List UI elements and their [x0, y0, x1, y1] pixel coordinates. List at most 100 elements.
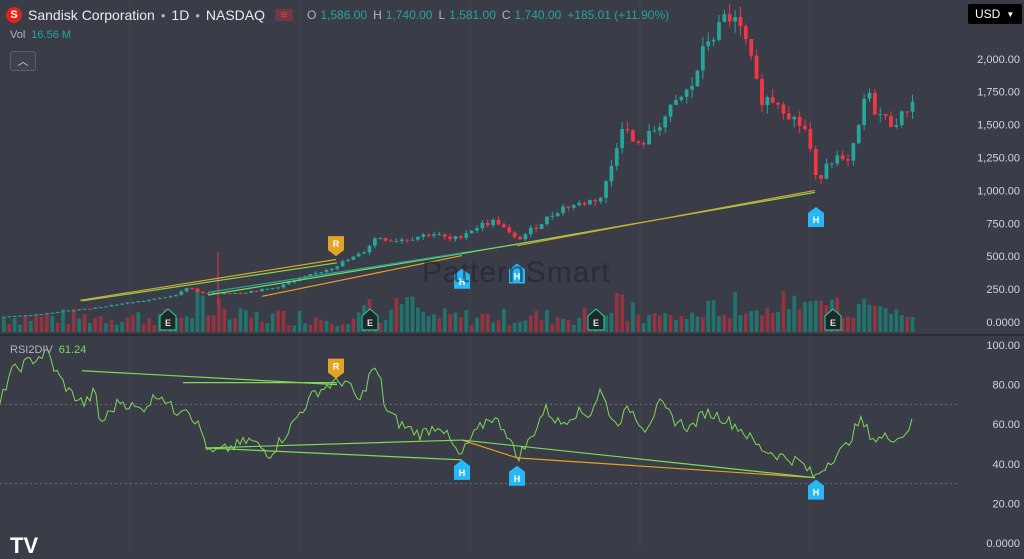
candle-body — [238, 293, 243, 295]
volume-bar — [684, 318, 689, 332]
candle-body — [803, 125, 807, 129]
close-value: 1,740.00 — [514, 8, 562, 22]
earnings-marker: E — [361, 308, 379, 331]
currency-selector[interactable]: USD ▼ — [968, 4, 1022, 24]
rsi-legend[interactable]: RSI2DIV 61.24 — [10, 344, 86, 356]
earnings-icon — [824, 308, 842, 331]
volume-bar — [308, 325, 313, 332]
volume-bar — [233, 318, 237, 332]
candle-body — [362, 252, 366, 254]
volume-bar — [71, 308, 76, 332]
candle-body — [593, 200, 598, 202]
volume-bar — [679, 315, 684, 332]
volume-bar — [389, 309, 393, 332]
volume-bar — [66, 323, 71, 332]
tradingview-logo[interactable]: TV — [10, 533, 39, 558]
volume-bar — [700, 317, 705, 332]
candle-body — [641, 142, 646, 145]
candle-body — [614, 148, 619, 166]
candle-body — [485, 222, 490, 226]
rsi-reference-lines — [0, 403, 960, 485]
volume-bar — [727, 318, 732, 332]
volume-bar — [286, 325, 291, 332]
candle-body — [851, 143, 856, 161]
volume-bar — [34, 314, 39, 332]
volume-bar — [899, 315, 904, 332]
volume-bar — [415, 307, 420, 332]
candle-body — [131, 302, 135, 304]
volume-bar — [604, 315, 608, 332]
candle-body — [93, 307, 98, 309]
candle-body — [555, 213, 560, 216]
rsi-divergence-line — [516, 457, 816, 479]
candle-body — [528, 227, 533, 235]
volume-bar — [883, 308, 888, 332]
volume-bar — [211, 315, 216, 332]
candle-body — [872, 92, 877, 115]
volume-bar — [797, 309, 802, 332]
interval[interactable]: 1D — [171, 7, 190, 23]
volume-bar — [781, 291, 786, 332]
price-axis[interactable]: 2,000.00 1,750.00 1,500.00 1,250.00 1,000.00… — [977, 54, 1020, 329]
volume-bar — [437, 318, 442, 332]
volume-bar — [867, 304, 872, 332]
low-value: 1,581.00 — [449, 8, 496, 22]
volume-bar — [329, 323, 334, 332]
volume-bar — [18, 324, 22, 332]
volume-bar — [738, 315, 743, 332]
volume-bar — [872, 305, 877, 332]
volume-bar — [313, 317, 318, 332]
close-label: C — [501, 8, 511, 22]
candle-body — [442, 234, 447, 237]
bullish-signal: H — [808, 479, 824, 500]
candle-body — [733, 16, 737, 22]
volume-bar — [426, 316, 431, 332]
candle-body — [883, 114, 888, 117]
volume-bar — [545, 309, 549, 332]
candle-body — [711, 39, 716, 42]
price-tick-label: 500.00 — [986, 251, 1020, 263]
volume-legend[interactable]: Vol 16.56 M — [10, 29, 71, 41]
volume-bar — [50, 315, 55, 332]
volume-bar — [184, 316, 189, 332]
candle-body — [700, 46, 705, 71]
candle-body — [39, 314, 44, 316]
rsi-signals[interactable]: R H H H — [328, 358, 824, 500]
candle-body — [770, 97, 775, 103]
signal-label: H — [514, 272, 521, 282]
candle-body — [389, 240, 393, 242]
market-status-icon[interactable]: ≋ — [275, 9, 294, 21]
volume-bar — [217, 298, 221, 332]
candle-body — [679, 96, 684, 100]
earnings-marker: E — [824, 308, 842, 331]
price-signals[interactable]: H H H R — [328, 206, 824, 289]
earnings-icon — [361, 308, 379, 331]
signal-shape — [454, 459, 470, 480]
candle-body — [50, 312, 55, 314]
candle-body — [566, 206, 571, 208]
signal-shape — [808, 206, 824, 227]
symbol-name[interactable]: Sandisk Corporation — [28, 7, 155, 23]
volume-bar — [324, 320, 329, 332]
candle-body — [7, 316, 12, 318]
volume-bar — [582, 307, 587, 332]
volume-bar — [502, 308, 506, 332]
rsi-axis[interactable]: 100.00 80.00 60.00 40.00 20.00 0.0000 — [986, 340, 1020, 550]
candle-body — [469, 230, 474, 234]
candle-body — [184, 288, 189, 292]
candle-body — [426, 234, 431, 236]
volume-bar — [620, 294, 625, 332]
volume-bar — [152, 325, 157, 332]
candle-body — [415, 236, 420, 240]
volume-bar — [862, 298, 866, 332]
signal-label: H — [514, 474, 521, 484]
candle-body — [157, 297, 162, 299]
volume-bar — [195, 291, 200, 332]
volume-bar — [668, 315, 673, 332]
collapse-legend-button[interactable]: ︿ — [10, 51, 36, 71]
candle-body — [195, 288, 200, 292]
volume-bar — [625, 320, 630, 332]
volume-bar — [711, 300, 716, 332]
